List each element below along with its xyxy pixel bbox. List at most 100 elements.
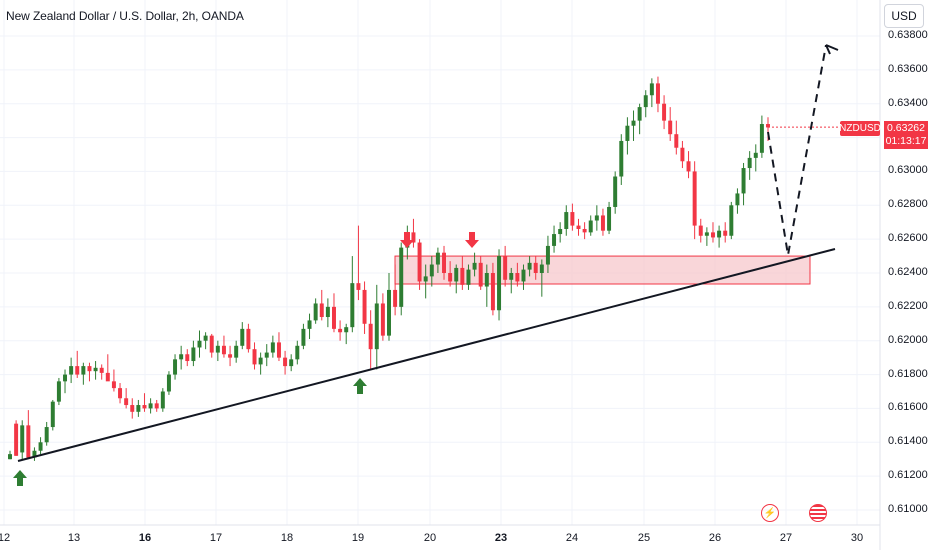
candle-down xyxy=(142,405,147,409)
candle-down xyxy=(411,232,416,243)
candle-up xyxy=(148,403,153,409)
candle-up xyxy=(191,347,196,362)
candle-up xyxy=(545,245,550,265)
time-tick-label: 17 xyxy=(209,532,223,544)
candle-down xyxy=(680,147,685,162)
candle-up xyxy=(484,273,489,287)
candle-down xyxy=(221,345,226,355)
candle-down xyxy=(766,124,770,128)
candle-down xyxy=(124,398,129,406)
candle-up xyxy=(69,366,74,375)
candle-up xyxy=(234,345,239,358)
countdown-timer: 01:13:17 xyxy=(885,135,927,147)
candle-up xyxy=(38,442,43,451)
candle-down xyxy=(75,366,80,375)
projection-path xyxy=(767,44,827,256)
candle-down xyxy=(26,425,31,458)
candle-up xyxy=(466,269,471,285)
time-tick-label: 26 xyxy=(708,532,722,544)
candle-up xyxy=(203,335,208,341)
candle-down xyxy=(380,303,385,336)
candle-up xyxy=(344,327,349,333)
candle-up xyxy=(270,342,275,353)
candle-down xyxy=(130,405,135,412)
candle-up xyxy=(301,328,306,346)
candle-down xyxy=(582,228,587,233)
candle-down xyxy=(674,134,679,148)
candle-down xyxy=(417,242,422,282)
candle-up xyxy=(747,157,752,169)
time-tick-label: 30 xyxy=(850,532,864,544)
candle-up xyxy=(552,234,557,246)
candle-up xyxy=(166,374,171,392)
candle-up xyxy=(558,228,563,235)
candle-up xyxy=(93,367,98,372)
candle-down xyxy=(209,335,214,353)
candle-down xyxy=(228,354,233,358)
candle-up xyxy=(472,262,477,270)
candle-up xyxy=(399,247,404,307)
candle-up xyxy=(423,276,428,282)
arrow-down-icon xyxy=(400,232,414,248)
candle-up xyxy=(63,374,68,382)
candle-up xyxy=(20,425,25,453)
candle-up xyxy=(313,303,318,321)
candle-up xyxy=(289,359,294,367)
price-tick-label: 0.62200 xyxy=(888,299,928,312)
candle-down xyxy=(686,161,691,172)
candle-down xyxy=(14,423,19,456)
candle-up xyxy=(521,269,526,282)
candle-up xyxy=(735,193,740,206)
price-tick-label: 0.63600 xyxy=(888,62,928,75)
candle-down xyxy=(338,328,343,333)
candle-up xyxy=(173,359,178,375)
candle-down xyxy=(442,252,447,273)
price-tick-label: 0.61800 xyxy=(888,367,928,380)
candle-up xyxy=(350,283,355,328)
time-tick-label: 23 xyxy=(494,532,508,544)
candle-up xyxy=(539,264,544,273)
candle-up xyxy=(643,95,648,108)
candle-down xyxy=(185,354,190,362)
candle-up xyxy=(637,107,642,121)
candle-up xyxy=(307,320,312,329)
candle-up xyxy=(44,427,49,443)
time-tick-label: 20 xyxy=(423,532,437,544)
price-tick-label: 0.62800 xyxy=(888,198,928,211)
candle-down xyxy=(448,273,453,282)
us-flag-icon[interactable] xyxy=(809,504,827,522)
support-trendline xyxy=(17,248,836,462)
arrow-up-icon xyxy=(13,470,27,486)
candle-up xyxy=(613,176,618,207)
candle-up xyxy=(625,125,630,141)
candle-down xyxy=(570,212,575,226)
price-tick-label: 0.61200 xyxy=(888,469,928,482)
candle-up xyxy=(240,328,245,346)
candle-down xyxy=(692,171,697,226)
lightning-icon[interactable]: ⚡ xyxy=(761,504,779,522)
candle-down xyxy=(356,283,361,290)
candle-down xyxy=(515,273,520,282)
last-price-value: 0.63262 xyxy=(887,122,925,134)
currency-button[interactable]: USD xyxy=(884,4,924,28)
price-tick-label: 0.61600 xyxy=(888,401,928,414)
candle-up xyxy=(8,454,12,460)
candle-up xyxy=(179,354,184,360)
candle-down xyxy=(154,403,159,409)
candle-down xyxy=(478,262,483,287)
price-tick-label: 0.61400 xyxy=(888,435,928,448)
candle-up xyxy=(264,352,269,358)
price-tick-label: 0.62600 xyxy=(888,232,928,245)
candle-up xyxy=(50,401,55,428)
candle-up xyxy=(527,262,532,270)
time-tick-label: 19 xyxy=(351,532,365,544)
candle-down xyxy=(111,381,116,389)
candle-up xyxy=(631,120,636,126)
candle-down xyxy=(490,273,495,311)
price-tick-label: 0.61000 xyxy=(888,503,928,515)
symbol-tag: NZDUSD xyxy=(839,121,881,136)
candle-down xyxy=(118,388,123,399)
candle-down xyxy=(655,83,660,104)
candle-up xyxy=(753,152,758,158)
